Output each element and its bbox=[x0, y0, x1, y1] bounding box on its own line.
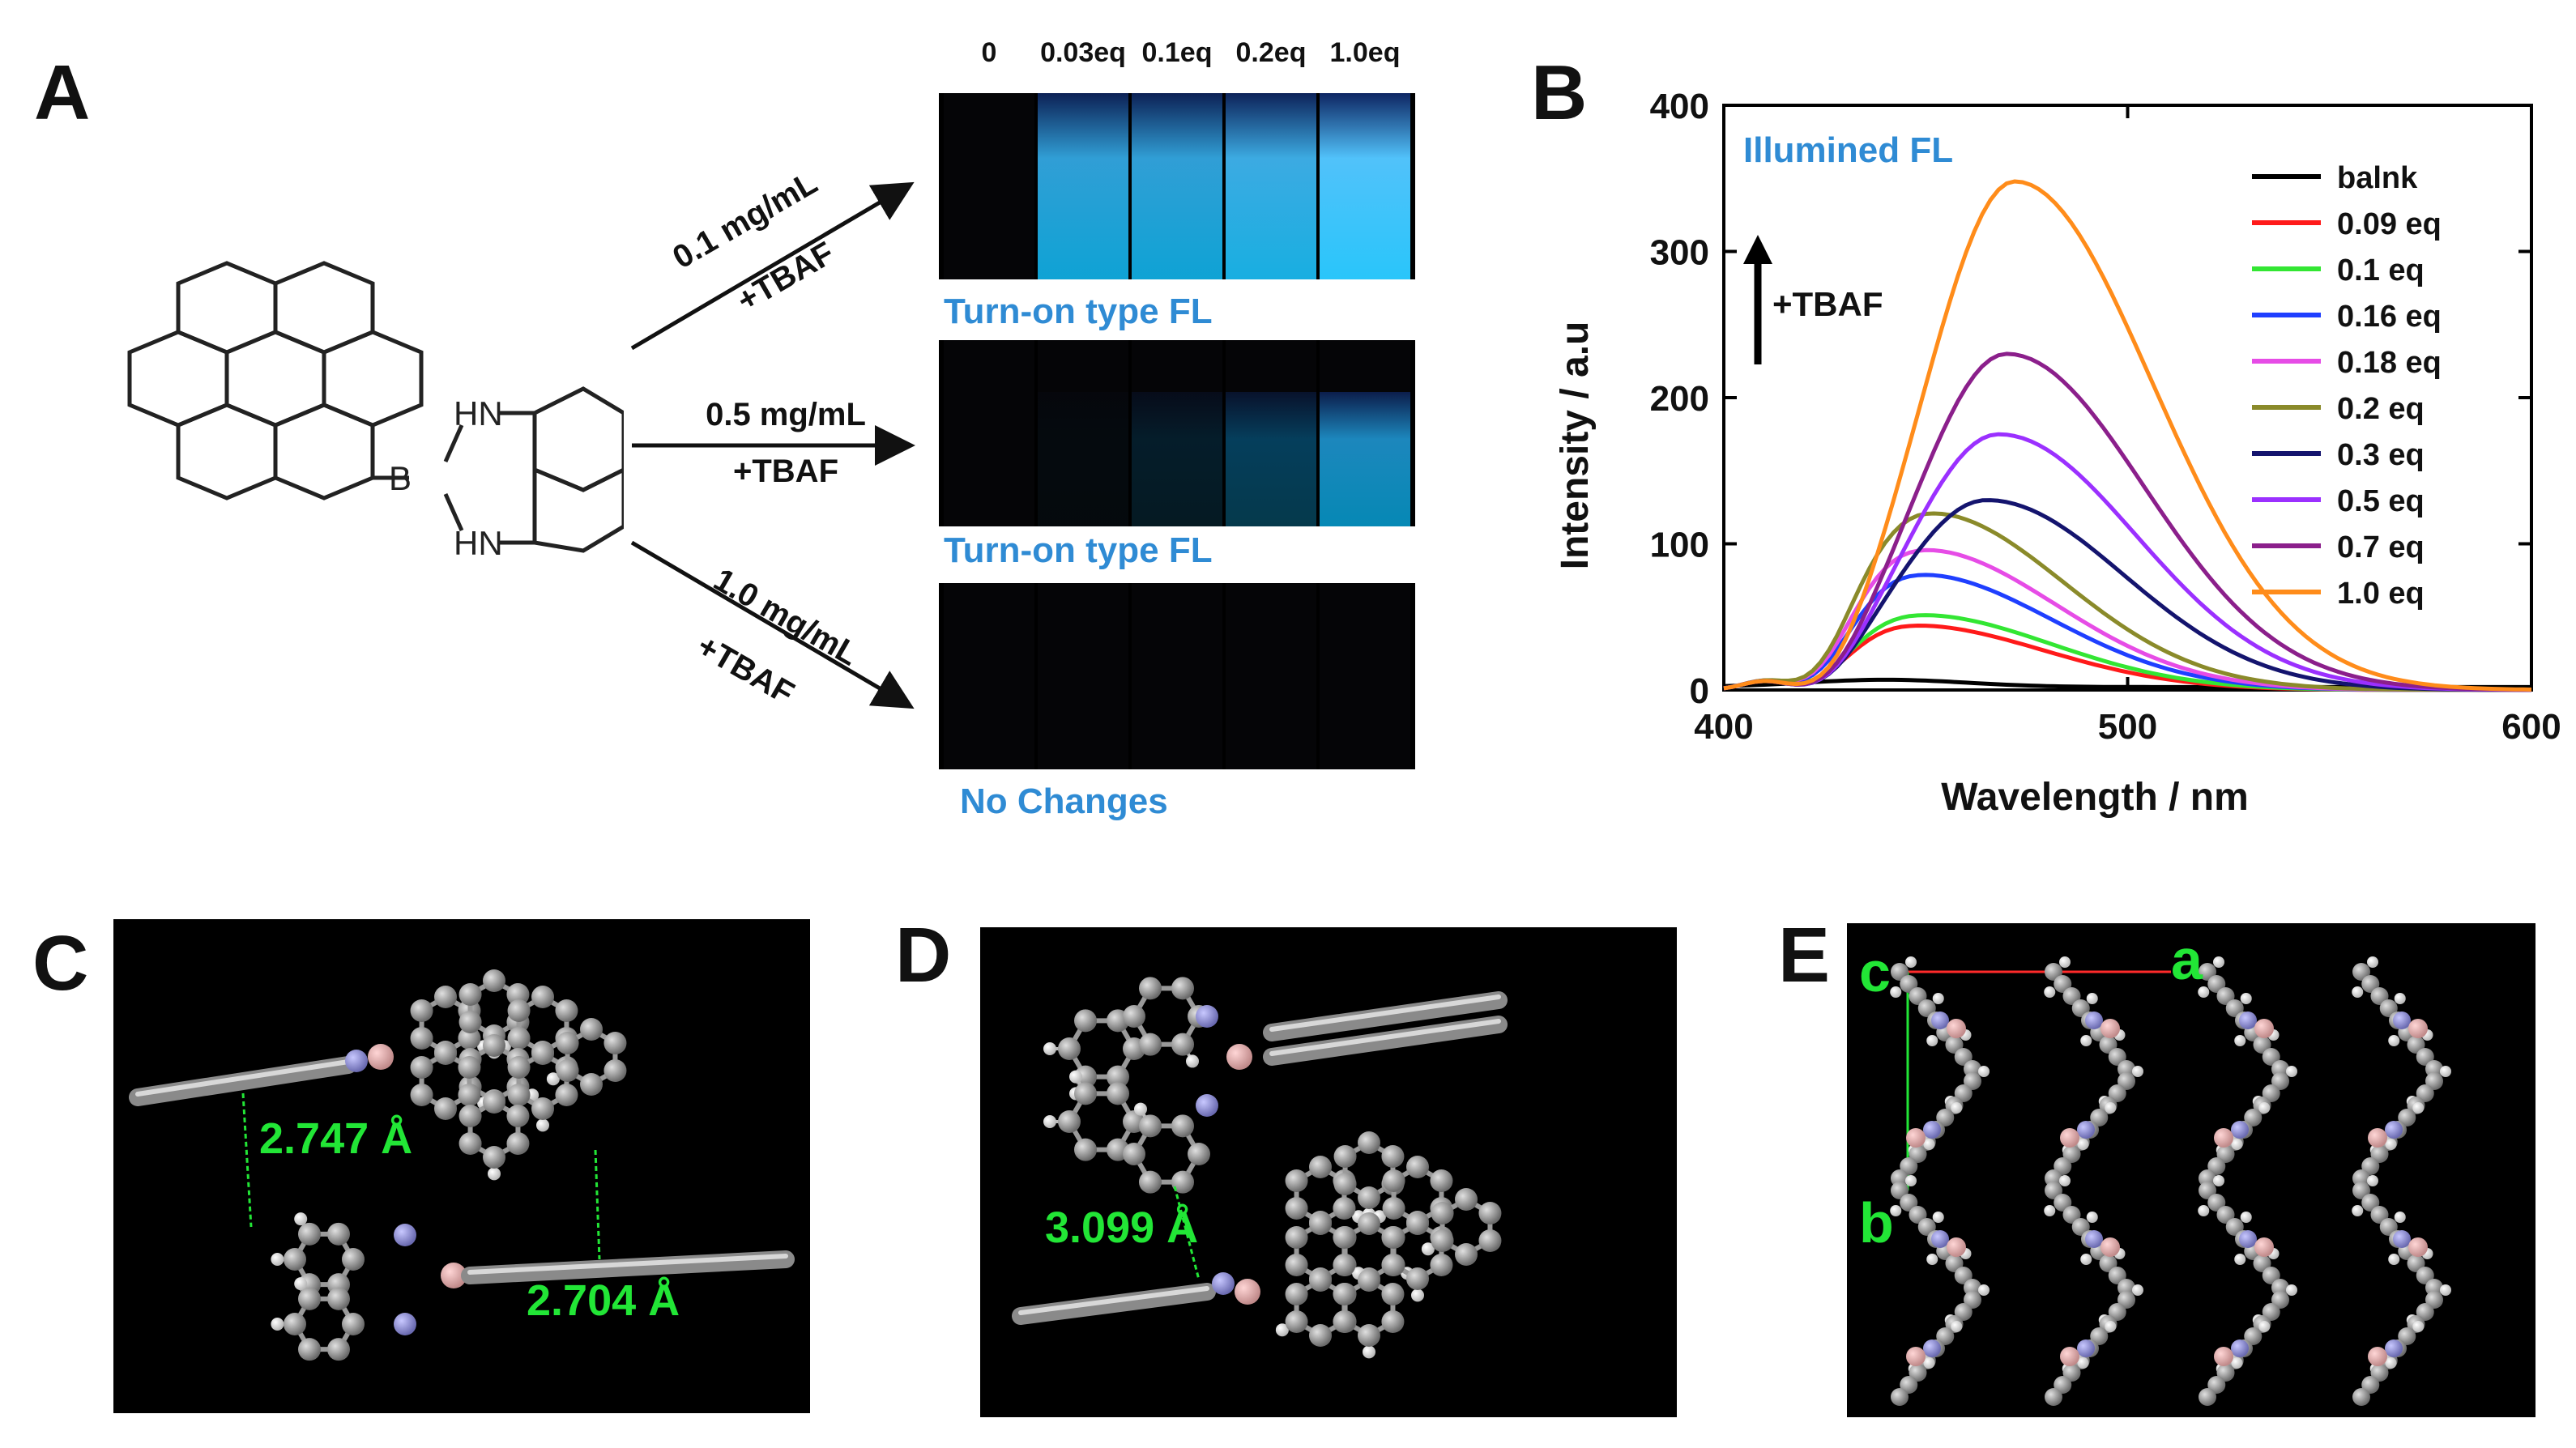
crystal-structure-c bbox=[129, 969, 795, 1361]
vial-2-2 bbox=[1132, 340, 1222, 526]
y-tick-label: 300 bbox=[1650, 233, 1709, 273]
distance-label-c2: 2.704 Å bbox=[527, 1276, 680, 1325]
crystal-view-c: 2.747 Å 2.704 Å bbox=[113, 919, 810, 1413]
eq-label-2: 0.1eq bbox=[1141, 37, 1213, 68]
row-caption-1: Turn-on type FL bbox=[944, 292, 1213, 331]
reaction-arrows bbox=[630, 181, 915, 709]
crystal-structure-d bbox=[1012, 977, 1508, 1359]
chart-ylabel: Intensity / a.u bbox=[1554, 322, 1597, 570]
legend-label-6: 0.3 eq bbox=[2337, 438, 2425, 472]
axis-label-a: a bbox=[2171, 928, 2203, 991]
x-tick-label: 500 bbox=[2098, 707, 2157, 747]
x-tick-label: 600 bbox=[2501, 707, 2561, 747]
condition-2-conc: 0.5 mg/mL bbox=[706, 397, 866, 432]
vial-1-4 bbox=[1320, 93, 1410, 279]
vial-row-1 bbox=[939, 93, 1415, 279]
vial-3-3 bbox=[1226, 583, 1316, 769]
series-line-7 bbox=[1723, 432, 2531, 692]
chart-series-group bbox=[1723, 179, 2532, 692]
series-line-8 bbox=[1723, 351, 2531, 692]
eq-label-0: 0 bbox=[981, 37, 997, 68]
nh-bottom-label: HN bbox=[454, 524, 503, 562]
panel-letter-c: C bbox=[32, 920, 89, 1007]
crystal-view-e: c a b bbox=[1847, 923, 2535, 1417]
series-line-9 bbox=[1723, 179, 2532, 692]
axis-label-c: c bbox=[1859, 940, 1891, 1003]
legend-label-4: 0.18 eq bbox=[2337, 346, 2442, 380]
boron-label: B bbox=[389, 459, 412, 497]
vial-row-3 bbox=[939, 583, 1415, 769]
vial-1-3 bbox=[1226, 93, 1316, 279]
panel-letter-b: B bbox=[1531, 49, 1588, 136]
row-caption-2: Turn-on type FL bbox=[944, 530, 1213, 570]
vial-3-4 bbox=[1320, 583, 1410, 769]
eq-label-3: 0.2eq bbox=[1235, 37, 1307, 68]
legend-label-1: 0.09 eq bbox=[2337, 207, 2442, 241]
chart-legend: balnk 0.09 eq 0.1 eq 0.16 eq 0.18 eq 0.2 eq 0.… bbox=[2252, 161, 2442, 611]
increase-arrow-head bbox=[1743, 235, 1772, 264]
eq-label-1: 0.03eq bbox=[1040, 37, 1126, 68]
legend-label-3: 0.16 eq bbox=[2337, 300, 2442, 334]
y-tick-label: 100 bbox=[1650, 526, 1709, 565]
vial-2-1 bbox=[1038, 340, 1128, 526]
legend-label-8: 0.7 eq bbox=[2337, 530, 2425, 564]
vial-2-4 bbox=[1320, 340, 1410, 526]
distance-label-d1: 3.099 Å bbox=[1045, 1203, 1199, 1252]
legend-label-2: 0.1 eq bbox=[2337, 253, 2425, 287]
vial-1-0 bbox=[944, 93, 1034, 279]
vial-2-3 bbox=[1226, 340, 1316, 526]
vial-1-1 bbox=[1038, 93, 1128, 279]
vial-1-2 bbox=[1132, 93, 1222, 279]
chart-arrow-label: +TBAF bbox=[1772, 285, 1883, 323]
vial-row-2 bbox=[939, 340, 1415, 526]
panel-letter-a: A bbox=[34, 49, 91, 136]
x-tick-label: 400 bbox=[1694, 707, 1753, 747]
y-tick-label: 400 bbox=[1650, 87, 1709, 126]
panel-letter-e: E bbox=[1778, 912, 1831, 999]
crystal-packing-e bbox=[1890, 956, 2451, 1406]
vial-3-2 bbox=[1132, 583, 1222, 769]
molecule-structure: B HN HN bbox=[127, 261, 624, 562]
arrow-3 bbox=[630, 540, 915, 709]
vial-3-0 bbox=[944, 583, 1034, 769]
y-tick-label: 200 bbox=[1650, 379, 1709, 419]
crystal-view-d: 3.099 Å bbox=[980, 927, 1677, 1417]
legend-label-0: balnk bbox=[2337, 161, 2418, 195]
vial-3-1 bbox=[1038, 583, 1128, 769]
legend-label-7: 0.5 eq bbox=[2337, 484, 2425, 518]
chart-xlabel: Wavelength / nm bbox=[1941, 776, 2249, 819]
eq-label-4: 1.0eq bbox=[1329, 37, 1401, 68]
fluorescence-chart: 0 100 200 300 400 400 500 600 balnk 0.09 eq 0.1 e… bbox=[1554, 87, 2561, 819]
panel-letter-d: D bbox=[895, 912, 952, 999]
legend-label-9: 1.0 eq bbox=[2337, 577, 2425, 611]
arrow-1 bbox=[630, 181, 915, 351]
y-tick-label: 0 bbox=[1690, 671, 1709, 711]
distance-label-c1: 2.747 Å bbox=[259, 1114, 413, 1163]
vial-2-0 bbox=[944, 340, 1034, 526]
chart-annotation: Illumined FL bbox=[1743, 130, 1953, 170]
legend-label-5: 0.2 eq bbox=[2337, 392, 2425, 426]
axis-label-b: b bbox=[1859, 1191, 1894, 1254]
condition-2-reagent: +TBAF bbox=[733, 454, 838, 489]
row-caption-3: No Changes bbox=[960, 781, 1168, 821]
nh-top-label: HN bbox=[454, 394, 503, 432]
